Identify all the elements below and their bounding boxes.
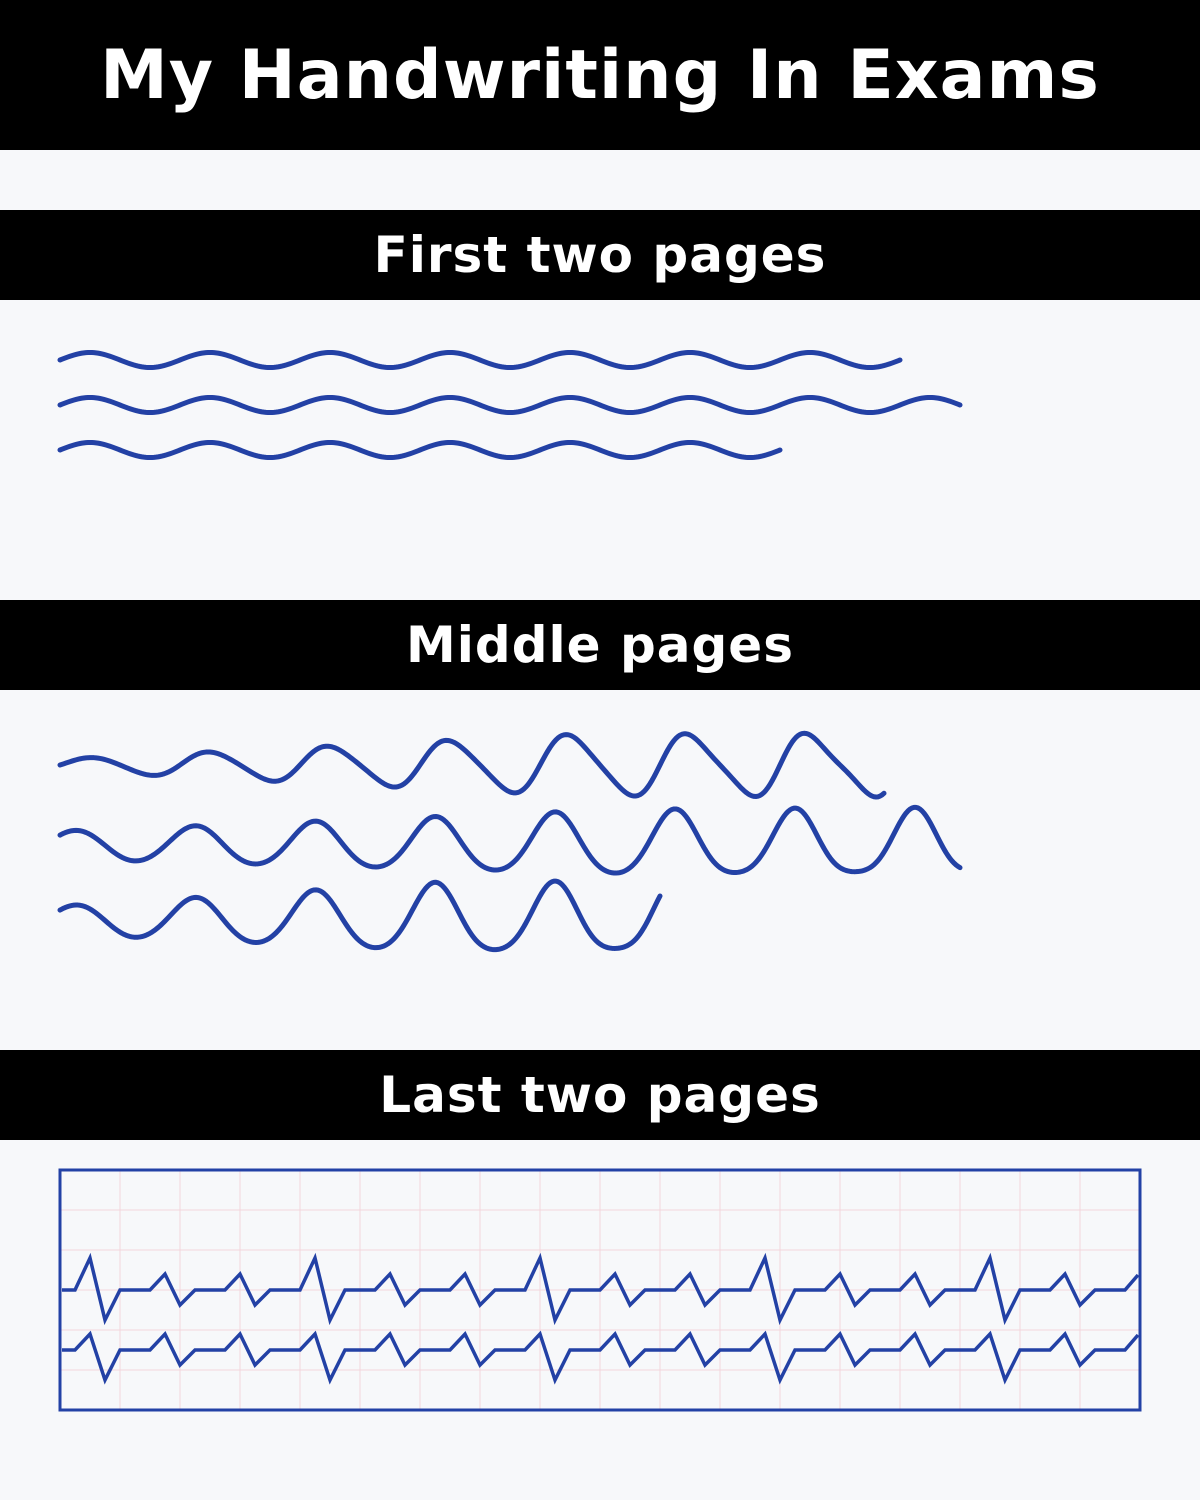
neat-line-3	[57, 439, 783, 461]
messy-line-2	[57, 804, 963, 876]
ecg-trace-2	[62, 1330, 1140, 1385]
title-banner: My Handwriting In Exams	[0, 0, 1200, 150]
section-label-middle: Middle pages	[406, 616, 794, 674]
ecg-frame	[58, 1168, 1142, 1412]
section-header-middle: Middle pages	[0, 600, 1200, 690]
section-label-last: Last two pages	[379, 1066, 821, 1124]
ecg-trace-1	[62, 1252, 1140, 1326]
messy-handwriting	[57, 730, 963, 953]
neat-line-1	[57, 349, 903, 371]
page-title: My Handwriting In Exams	[100, 35, 1100, 115]
section-header-first: First two pages	[0, 210, 1200, 300]
messy-line-1	[57, 730, 887, 800]
section-label-first: First two pages	[373, 226, 827, 284]
ecg-chart-box	[58, 1168, 1142, 1412]
section-header-last: Last two pages	[0, 1050, 1200, 1140]
neat-line-2	[57, 394, 963, 416]
neat-handwriting	[57, 349, 963, 461]
messy-line-3	[57, 878, 663, 953]
